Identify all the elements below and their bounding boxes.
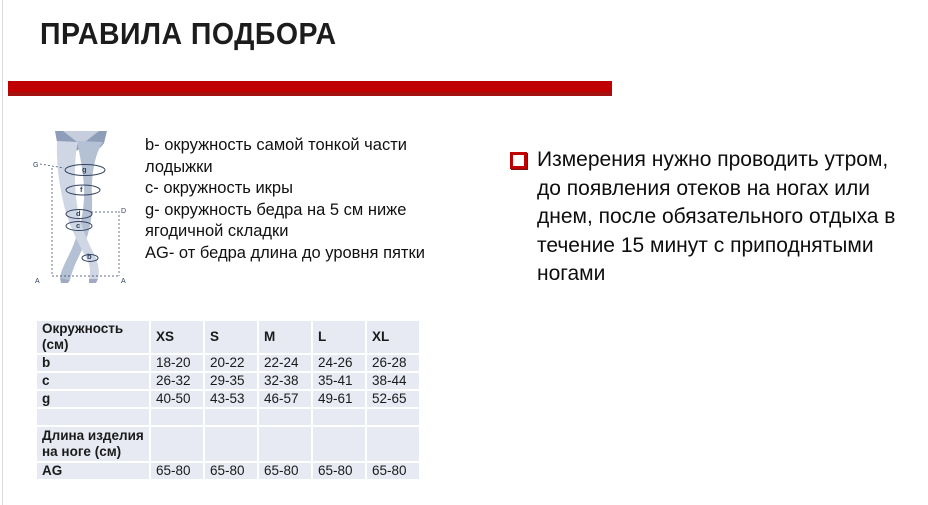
diagram-foot-left [60, 278, 70, 283]
table-cell: 32-38 [257, 371, 313, 391]
table-cell [365, 407, 421, 427]
table-cell [203, 407, 259, 427]
corner-label-A-right: A [121, 278, 126, 285]
table-row-g: g 40-50 43-53 46-57 49-61 52-65 [35, 389, 421, 409]
table-row-b: b 18-20 20-22 22-24 24-26 26-28 [35, 353, 421, 373]
title-underline-accent [8, 92, 612, 96]
table-cell [311, 425, 367, 463]
measurement-note-line: g- окружность бедра на 5 см ниже ягодичн… [145, 200, 407, 241]
girth-ellipse-c [65, 221, 93, 231]
table-cell: 65-80 [311, 461, 367, 481]
table-cell: 35-41 [311, 371, 367, 391]
measurement-note-line: b- окружность самой тонкой части лодыжки [145, 136, 407, 176]
title-underline [8, 81, 612, 92]
girth-label-g: g [82, 165, 87, 174]
row-label: b [35, 353, 151, 373]
table-row-c: c 26-32 29-35 32-38 35-41 38-44 [35, 371, 421, 391]
table-cell: 24-26 [311, 353, 367, 373]
table-cell [311, 407, 367, 427]
table-header-row: Окружность (см) XS S M L XL [35, 319, 421, 355]
table-cell [149, 425, 205, 463]
table-cell: 40-50 [149, 389, 205, 409]
table-row-spacer [35, 407, 421, 427]
corner-label-G: G [33, 162, 38, 169]
measurement-notes: b- окружность самой тонкой части лодыжки… [145, 135, 459, 264]
diagram-hips-highlight [63, 131, 99, 145]
row-label: AG [35, 461, 151, 481]
table-header-cell: XS [149, 319, 205, 355]
corner-label-D: D [121, 208, 126, 215]
measurement-timing-note: Измерения нужно проводить утром, до появ… [510, 146, 906, 289]
table-header-cell: XL [365, 319, 421, 355]
table-cell: 29-35 [203, 371, 259, 391]
table-cell: 46-57 [257, 389, 313, 409]
table-header-cell: Окружность (см) [35, 319, 151, 355]
diagram-back-leg [60, 141, 103, 280]
girth-label-b: b [87, 252, 92, 261]
measurement-timing-text: Измерения нужно проводить утром, до появ… [537, 148, 896, 285]
measurement-note-line: c- окружность икры [145, 179, 293, 197]
girth-ellipse-f [65, 184, 101, 196]
girth-label-f: f [80, 185, 83, 194]
table-cell: 65-80 [365, 461, 421, 481]
table-cell: 38-44 [365, 371, 421, 391]
table-header-cell: S [203, 319, 259, 355]
table-cell: 26-28 [365, 353, 421, 373]
table-cell: 26-32 [149, 371, 205, 391]
table-header-cell: L [311, 319, 367, 355]
corner-label-A-left: A [35, 278, 40, 285]
girth-label-d: d [76, 209, 81, 218]
diagram-foot-right [89, 279, 98, 283]
girth-ellipse-b [81, 254, 99, 262]
size-table: Окружность (см) XS S M L XL b 18-20 20-2… [35, 319, 421, 481]
row-label: c [35, 371, 151, 391]
table-cell [203, 425, 259, 463]
table-cell: 18-20 [149, 353, 205, 373]
girth-ellipse-d [65, 209, 93, 219]
slide-edge-line [2, 0, 3, 505]
table-cell: 22-24 [257, 353, 313, 373]
row-label: g [35, 389, 151, 409]
girth-ellipse-g [64, 164, 106, 176]
table-cell: 65-80 [257, 461, 313, 481]
table-cell: 49-61 [311, 389, 367, 409]
table-cell: 43-53 [203, 389, 259, 409]
table-header-cell: M [257, 319, 313, 355]
table-cell: 52-65 [365, 389, 421, 409]
row-label: Длина изделия на ноге (см) [35, 425, 151, 463]
table-cell [365, 425, 421, 463]
table-cell [149, 407, 205, 427]
table-row-length-header: Длина изделия на ноге (см) [35, 425, 421, 463]
table-cell: 65-80 [203, 461, 259, 481]
table-cell [257, 407, 313, 427]
row-label [35, 407, 151, 427]
legs-measurement-diagram: g f d c b G D A A [33, 131, 126, 285]
table-cell: 65-80 [149, 461, 205, 481]
page-title: ПРАВИЛА ПОДБОРА [40, 16, 337, 51]
table-row-AG: AG 65-80 65-80 65-80 65-80 65-80 [35, 461, 421, 481]
measurement-note-line: AG- от бедра длина до уровня пятки [145, 243, 425, 262]
table-cell [257, 425, 313, 463]
girth-label-c: c [76, 221, 80, 230]
diagram-line-G [39, 163, 65, 169]
bullet-square-icon [510, 152, 527, 169]
table-cell: 20-22 [203, 353, 259, 373]
